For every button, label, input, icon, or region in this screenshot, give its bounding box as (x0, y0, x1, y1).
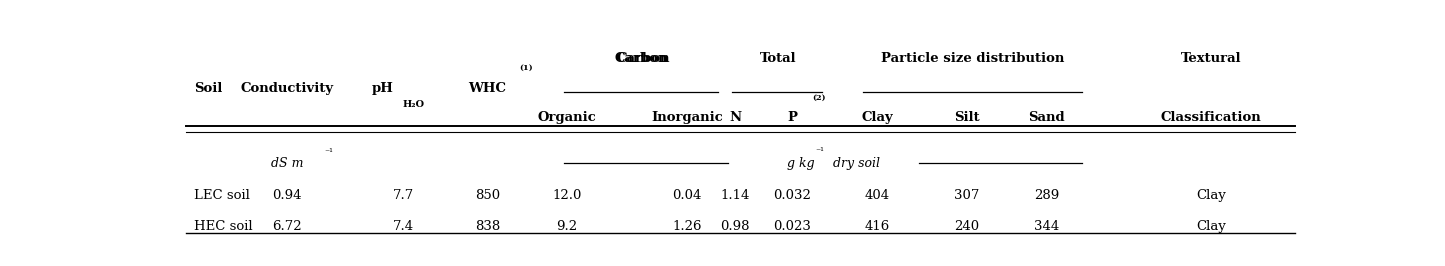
Text: Sand: Sand (1027, 111, 1065, 124)
Text: HEC soil: HEC soil (194, 220, 253, 233)
Text: 0.98: 0.98 (720, 220, 750, 233)
Text: 344: 344 (1033, 220, 1059, 233)
Text: 307: 307 (954, 189, 980, 202)
Text: Clay: Clay (1196, 220, 1225, 233)
Text: dry soil: dry soil (829, 156, 880, 169)
Text: 1.26: 1.26 (672, 220, 702, 233)
Text: Inorganic: Inorganic (650, 111, 722, 124)
Text: 850: 850 (475, 189, 500, 202)
Text: 240: 240 (954, 220, 980, 233)
Text: 6.72: 6.72 (272, 220, 302, 233)
Text: Clay: Clay (1196, 189, 1225, 202)
Text: 7.4: 7.4 (393, 220, 415, 233)
Text: (2): (2) (812, 93, 825, 101)
Text: 289: 289 (1033, 189, 1059, 202)
Text: Clay: Clay (861, 111, 893, 124)
Text: Silt: Silt (954, 111, 980, 124)
Text: dS m: dS m (270, 156, 303, 169)
Text: Carbon: Carbon (617, 52, 670, 65)
Text: 1.14: 1.14 (720, 189, 750, 202)
Text: N: N (728, 111, 741, 124)
Text: WHC: WHC (468, 82, 506, 95)
Text: ⁻¹: ⁻¹ (324, 148, 332, 157)
Text: Classification: Classification (1160, 111, 1261, 124)
Text: Carbon: Carbon (614, 52, 668, 65)
Text: 9.2: 9.2 (556, 220, 578, 233)
Text: pH: pH (371, 82, 393, 95)
Text: 0.023: 0.023 (773, 220, 811, 233)
Text: P: P (788, 111, 798, 124)
Text: 0.94: 0.94 (272, 189, 302, 202)
Text: Particle size distribution: Particle size distribution (881, 52, 1065, 65)
Text: 404: 404 (864, 189, 890, 202)
Text: Textural: Textural (1181, 52, 1241, 65)
Text: g kg: g kg (788, 156, 815, 169)
Text: Soil: Soil (194, 82, 223, 95)
Text: ⁻¹: ⁻¹ (815, 147, 825, 156)
Text: 7.7: 7.7 (393, 189, 415, 202)
Text: 0.04: 0.04 (672, 189, 701, 202)
Text: Organic: Organic (538, 111, 597, 124)
Text: (1): (1) (519, 64, 532, 72)
Text: H₂O: H₂O (402, 100, 425, 109)
Text: 416: 416 (864, 220, 890, 233)
Text: 12.0: 12.0 (552, 189, 582, 202)
Text: Total: Total (760, 52, 798, 65)
Text: Conductivity: Conductivity (240, 82, 334, 95)
Text: 838: 838 (475, 220, 500, 233)
Text: 0.032: 0.032 (773, 189, 811, 202)
Text: LEC soil: LEC soil (194, 189, 250, 202)
